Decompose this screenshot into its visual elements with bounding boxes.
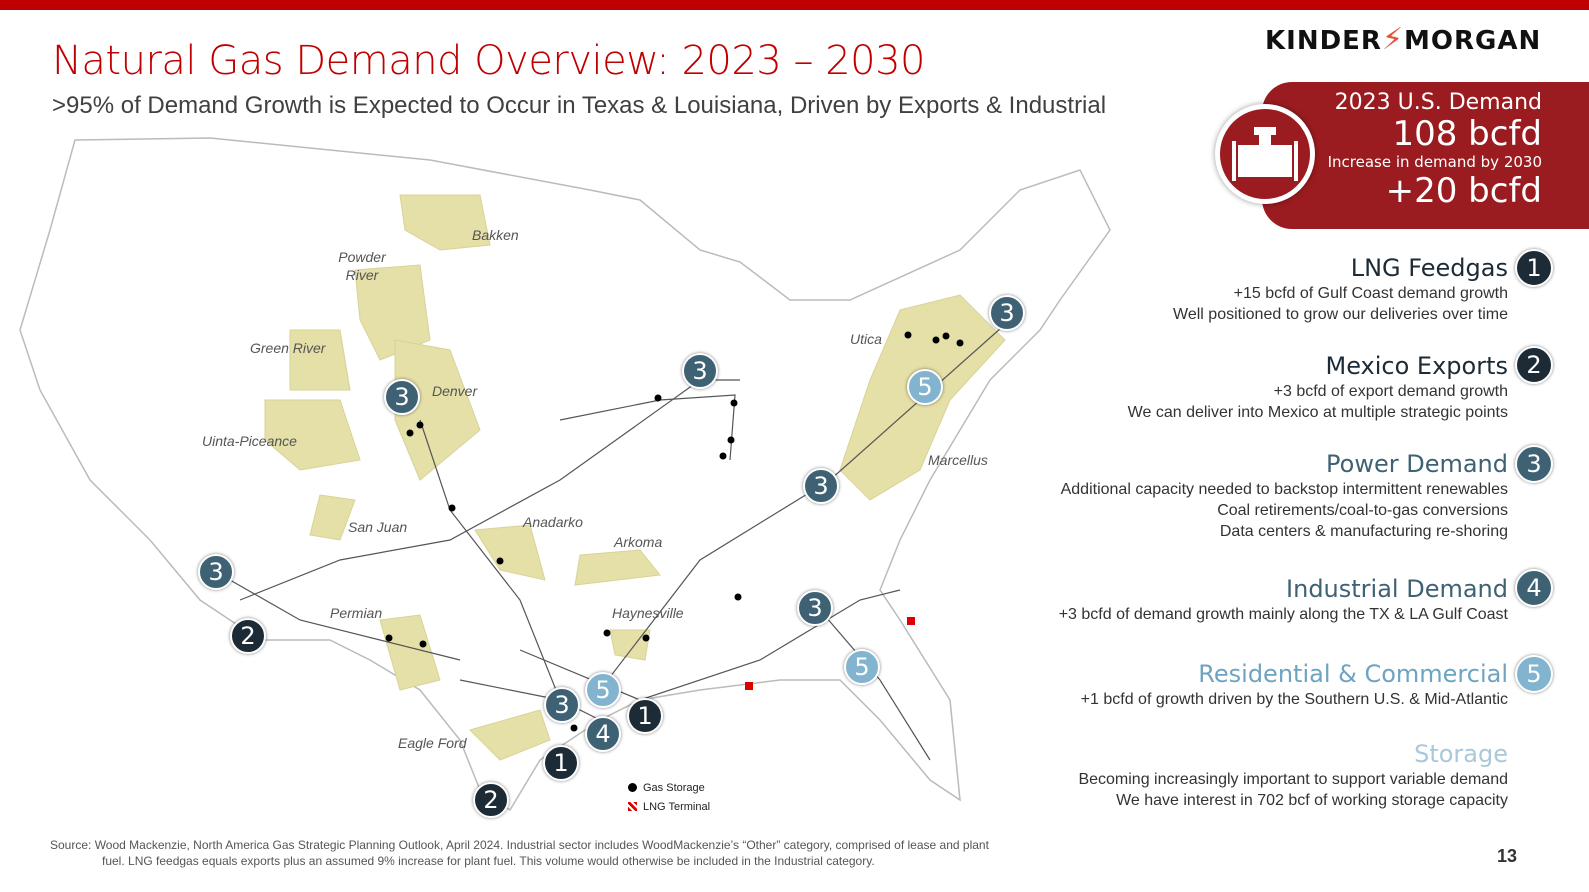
map-marker-power: 3: [544, 687, 580, 723]
category-line: We can deliver into Mexico at multiple s…: [1127, 404, 1508, 421]
basin-label: Utica: [850, 331, 882, 347]
basin-label: San Juan: [348, 519, 408, 535]
category-industrial-demand: Industrial Demand +3 bcfd of demand grow…: [1059, 574, 1508, 625]
category-number-badge: 2: [1515, 346, 1553, 384]
category-title: LNG Feedgas: [1350, 254, 1508, 282]
source-footnote: Source: Wood Mackenzie, North America Ga…: [50, 837, 1100, 869]
category-mexico-exports: Mexico Exports +3 bcfd of export demand …: [1128, 351, 1508, 423]
category-line: +3 bcfd of demand growth mainly along th…: [1058, 606, 1508, 623]
category-line: Additional capacity needed to backstop i…: [1060, 481, 1508, 498]
category-line: Data centers & manufacturing re-shoring: [1219, 523, 1508, 540]
basin-arkoma: [574, 549, 661, 586]
category-number-badge: 4: [1515, 569, 1553, 607]
basin-label: Haynesville: [612, 605, 684, 621]
basin-uinta: [264, 399, 361, 471]
map-marker-mexico: 2: [473, 782, 509, 818]
category-line: +1 bcfd of growth driven by the Southern…: [1080, 691, 1508, 708]
category-title: Industrial Demand: [1286, 575, 1508, 603]
us-pipeline-map: [19, 137, 1111, 812]
basin-label: Permian: [330, 605, 383, 621]
basin-bakken: [399, 194, 491, 251]
basin-san-juan: [309, 494, 356, 541]
map-marker-power: 3: [682, 353, 718, 389]
kinder-morgan-logo: KINDER⚡MORGAN: [1265, 22, 1542, 57]
legend-storage: Gas Storage: [643, 781, 705, 794]
map-marker-lng: 1: [627, 698, 663, 734]
category-title: Residential & Commercial: [1198, 660, 1508, 688]
demand-summary-box: 2023 U.S. Demand 108 bcfd Increase in de…: [1262, 82, 1589, 229]
category-line: Well positioned to grow our deliveries o…: [1173, 306, 1508, 323]
category-lng-feedgas: LNG Feedgas +15 bcfd of Gulf Coast deman…: [1173, 253, 1508, 325]
basin-anadarko: [474, 524, 546, 581]
page-title: Natural Gas Demand Overview: 2023 – 2030: [52, 38, 926, 84]
category-number-badge: 1: [1515, 249, 1553, 287]
page-subtitle: >95% of Demand Growth is Expected to Occ…: [52, 92, 1107, 119]
basin-green-river: [289, 329, 351, 391]
category-title: Power Demand: [1326, 450, 1508, 478]
map-legend: Gas Storage LNG Terminal: [628, 778, 710, 816]
basin-eagle-ford: [469, 709, 551, 761]
lng-terminal-icon: [628, 802, 637, 811]
category-power-demand: Power Demand Additional capacity needed …: [1061, 449, 1508, 542]
map-marker-power: 3: [803, 468, 839, 504]
pipe-tee-icon: [1215, 104, 1315, 204]
basin-label: Eagle Ford: [398, 735, 467, 751]
basin-label: Marcellus: [928, 452, 988, 468]
legend-lng: LNG Terminal: [643, 800, 711, 813]
map-marker-power: 3: [198, 554, 234, 590]
category-title: Storage: [1414, 740, 1508, 768]
demand-value: 108 bcfd: [1392, 114, 1542, 154]
source-line: fuel. LNG feedgas equals exports plus an…: [102, 854, 875, 868]
map-marker-industrial: 4: [585, 716, 621, 752]
category-line: +3 bcfd of export demand growth: [1273, 383, 1508, 400]
basin-label: Arkoma: [614, 534, 663, 550]
map-marker-residential: 5: [585, 672, 621, 708]
map-marker-residential: 5: [844, 649, 880, 685]
page-number: 13: [1497, 846, 1518, 866]
basin-haynesville: [609, 629, 651, 661]
category-number-badge: 5: [1515, 655, 1553, 693]
category-line: +15 bcfd of Gulf Coast demand growth: [1233, 285, 1508, 302]
basin-label: Uinta-Piceance: [202, 433, 297, 449]
category-line: We have interest in 702 bcf of working s…: [1116, 792, 1508, 809]
map-marker-power: 3: [384, 379, 420, 415]
category-line: Becoming increasingly important to suppo…: [1078, 771, 1508, 788]
increase-label: Increase in demand by 2030: [1327, 153, 1542, 171]
basin-label: Anadarko: [523, 514, 583, 530]
basin-label: Denver: [432, 383, 478, 399]
category-storage: Storage Becoming increasingly important …: [1078, 739, 1508, 811]
increase-value: +20 bcfd: [1385, 171, 1542, 211]
demand-label: 2023 U.S. Demand: [1334, 90, 1542, 115]
basin-label: Green River: [250, 340, 326, 356]
basin-permian: [379, 614, 441, 691]
category-residential-commercial: Residential & Commercial +1 bcfd of grow…: [1081, 659, 1508, 710]
us-outline: [19, 137, 1111, 812]
map-marker-power: 3: [989, 295, 1025, 331]
basin-label: Bakken: [472, 227, 519, 243]
gas-storage-icon: [628, 783, 637, 792]
category-title: Mexico Exports: [1325, 352, 1509, 380]
source-line: Source: Wood Mackenzie, North America Ga…: [50, 838, 989, 852]
map-marker-lng: 1: [543, 745, 579, 781]
category-number-badge: 3: [1515, 445, 1553, 483]
map-marker-residential: 5: [907, 369, 943, 405]
map-marker-power: 3: [797, 590, 833, 626]
map-marker-mexico: 2: [230, 618, 266, 654]
top-accent-bar: [0, 0, 1589, 10]
basin-label: Powder River: [338, 249, 386, 283]
category-line: Coal retirements/coal-to-gas conversions: [1217, 502, 1508, 519]
